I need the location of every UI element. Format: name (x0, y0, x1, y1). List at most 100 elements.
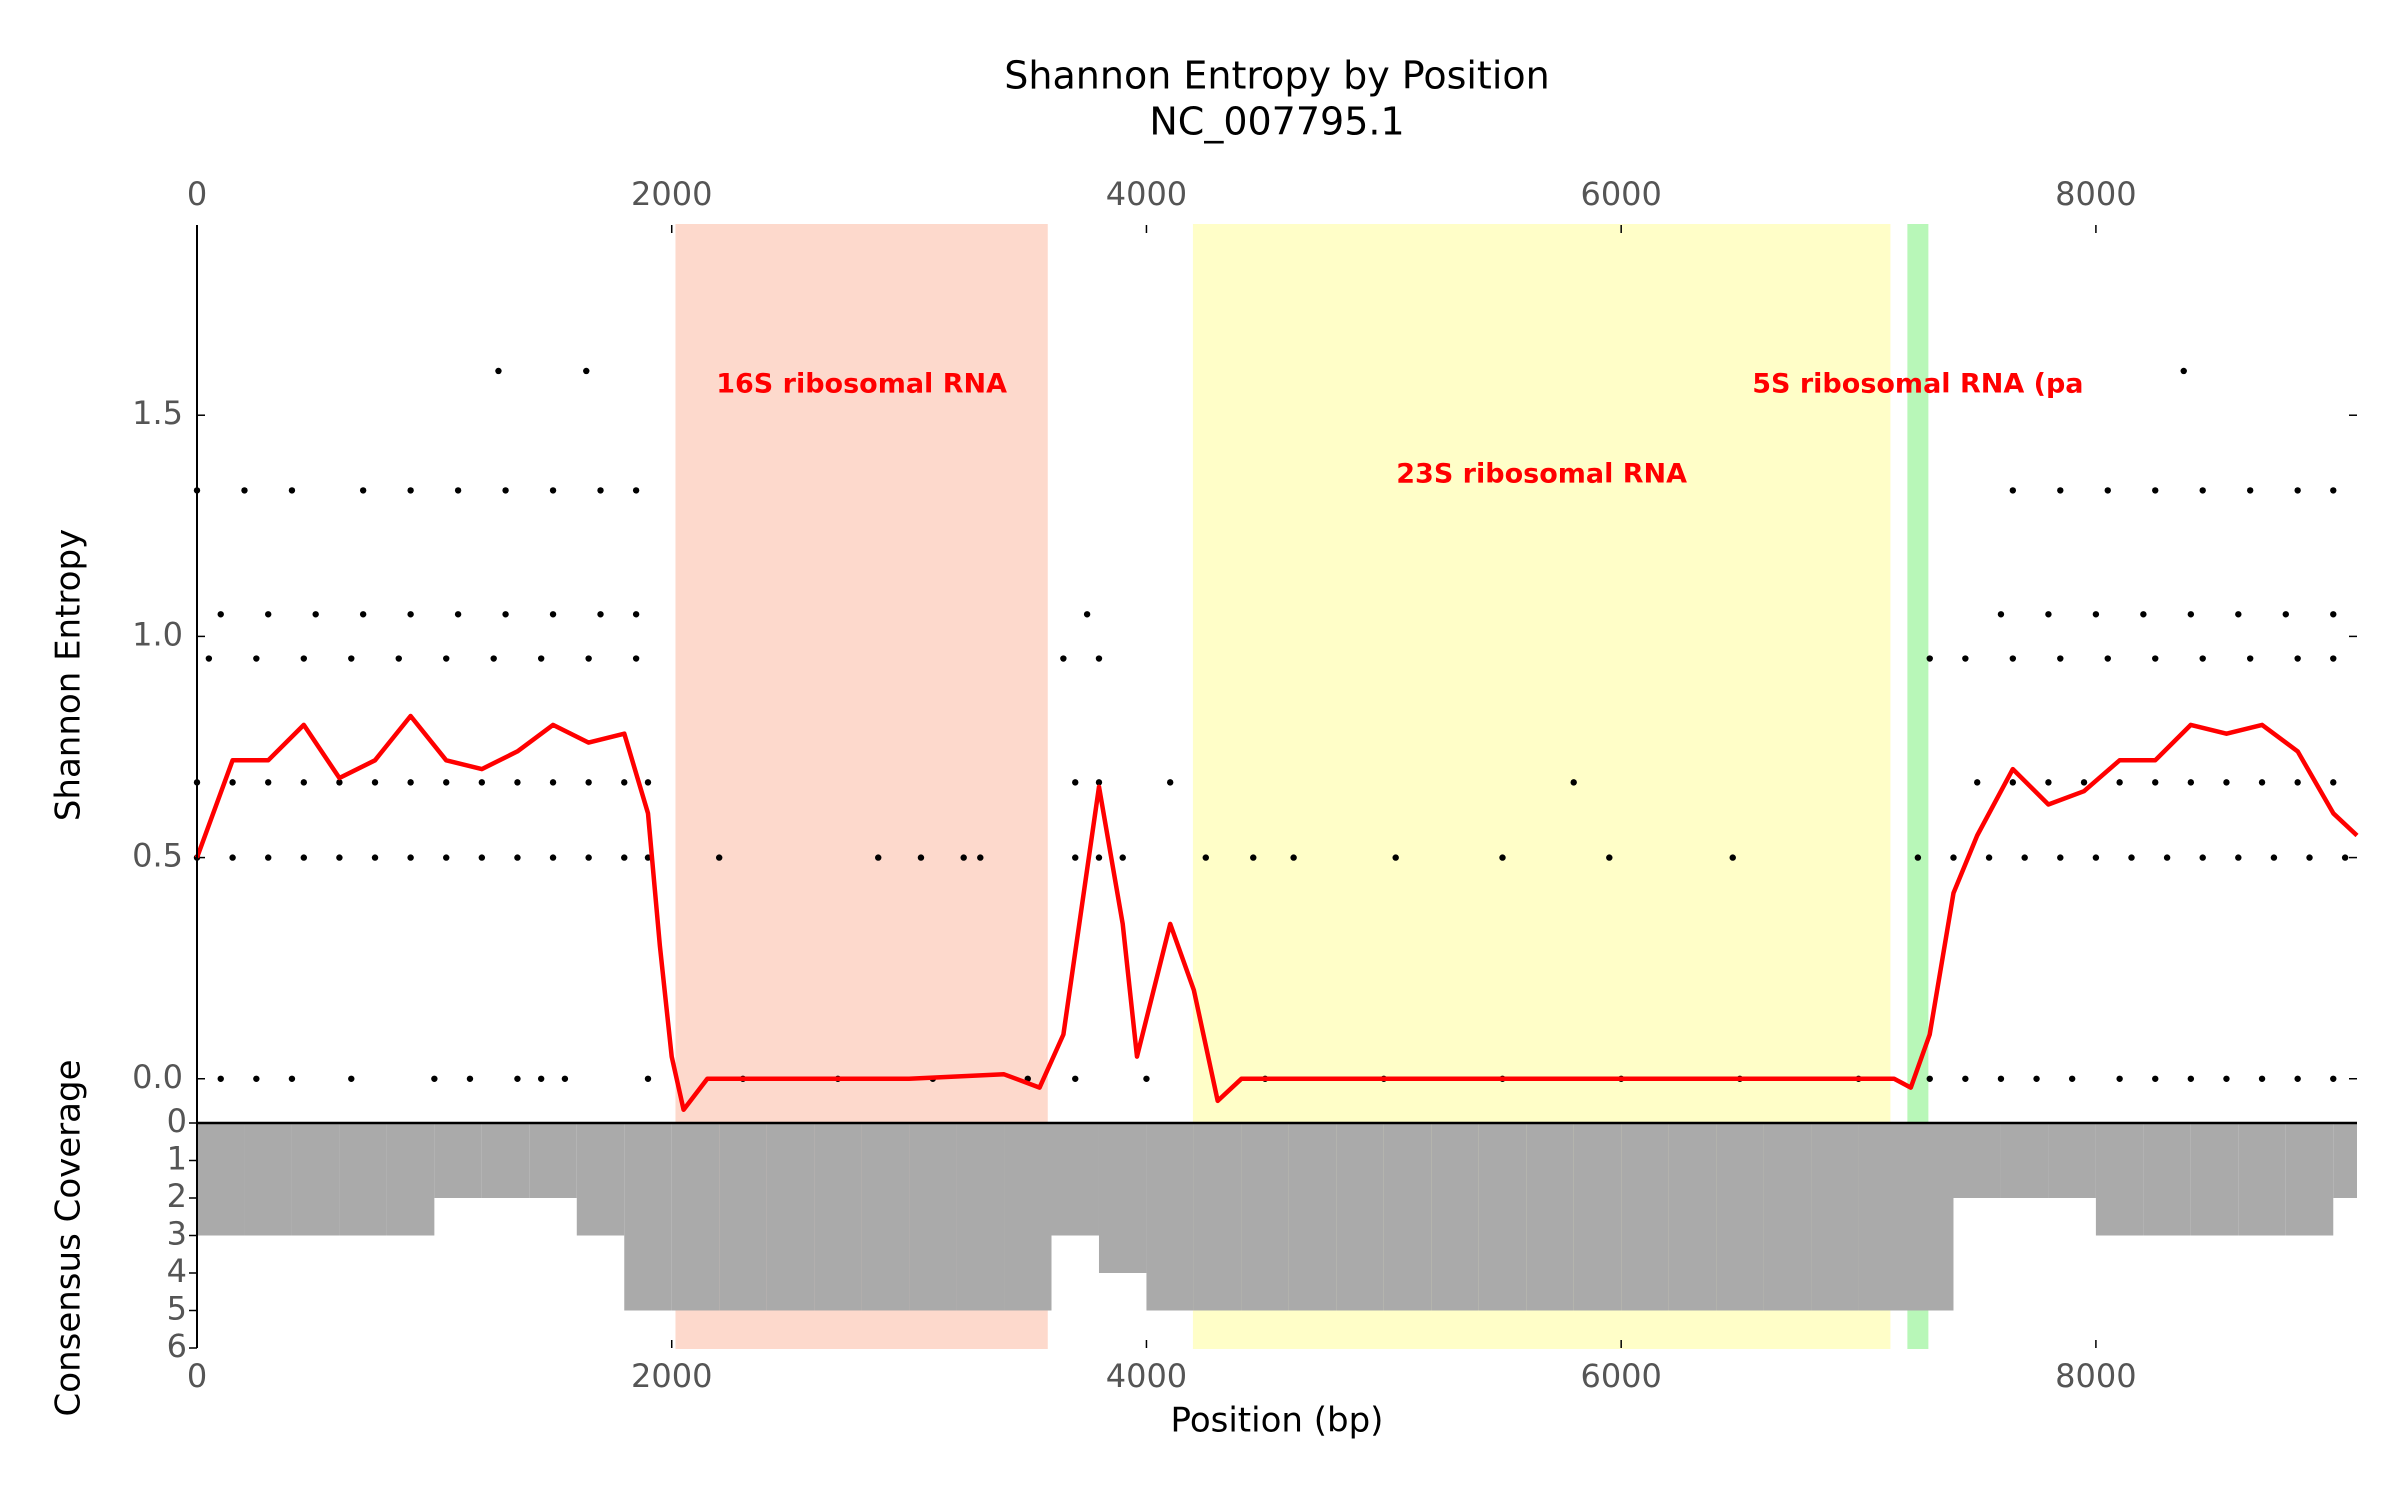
coverage-bar (1811, 1123, 1859, 1311)
coverage-bar (576, 1123, 625, 1236)
point (359, 611, 367, 618)
point (585, 779, 592, 786)
point (348, 655, 355, 662)
point (1166, 779, 1174, 786)
point (597, 487, 604, 494)
point (502, 487, 509, 494)
y-axis-label: Consensus Coverage (49, 1060, 89, 1417)
point (2246, 655, 2254, 662)
coverage-bar (2048, 1123, 2096, 1198)
point (2180, 367, 2187, 375)
coverage-bar (386, 1123, 435, 1236)
point (241, 487, 248, 494)
point (502, 611, 509, 618)
point (1962, 655, 1969, 662)
point (2092, 611, 2100, 618)
point (2235, 611, 2242, 618)
point (2199, 854, 2206, 861)
point (2187, 1075, 2195, 1082)
point (300, 854, 308, 861)
point (407, 854, 414, 861)
coverage-bar (1004, 1123, 1052, 1311)
point (443, 655, 450, 662)
point (549, 611, 557, 618)
point (1926, 1075, 1933, 1082)
point (1095, 779, 1103, 786)
point (431, 1075, 438, 1082)
point (407, 487, 414, 494)
point (2199, 487, 2206, 494)
point (1997, 611, 2005, 618)
x-tick-label: 0 (187, 175, 207, 213)
coverage-bar (2285, 1123, 2334, 1236)
coverage-bar (529, 1123, 577, 1198)
coverage-bar (434, 1123, 482, 1198)
point (537, 655, 545, 662)
y-tick-label: 0 (167, 1102, 187, 1140)
coverage-bar (1383, 1123, 1432, 1311)
point (1095, 655, 1103, 662)
point (1392, 854, 1399, 861)
point (1290, 854, 1297, 861)
point (2057, 854, 2064, 861)
point (2330, 779, 2337, 786)
point (977, 854, 984, 861)
point (632, 611, 640, 618)
point (265, 611, 272, 618)
coverage-bar (624, 1123, 672, 1311)
point (1950, 854, 1957, 861)
point (217, 611, 224, 618)
coverage-bar (291, 1123, 340, 1236)
point (549, 854, 557, 861)
point (1250, 854, 1257, 861)
coverage-bar (1431, 1123, 1479, 1311)
chart-title: Shannon Entropy by Position (1004, 54, 1549, 98)
point (917, 854, 925, 861)
point (2258, 779, 2266, 786)
point (875, 854, 882, 861)
point (514, 779, 521, 786)
coverage-bar (481, 1123, 530, 1198)
point (1143, 1075, 1150, 1082)
coverage-bar (2143, 1123, 2191, 1236)
coverage-bar (2190, 1123, 2239, 1236)
point (715, 854, 723, 861)
point (407, 611, 414, 618)
point (2330, 611, 2337, 618)
point (2009, 655, 2017, 662)
point (1926, 655, 1933, 662)
coverage-bar (1051, 1123, 1099, 1236)
point (2223, 1075, 2230, 1082)
point (549, 779, 557, 786)
point (253, 655, 260, 662)
point (1119, 854, 1126, 861)
point (217, 1075, 224, 1082)
region-label: 23S ribosomal RNA (1396, 459, 1687, 490)
point (454, 611, 462, 618)
point (495, 367, 502, 375)
coverage-bar (1146, 1123, 1194, 1311)
point (2163, 854, 2171, 861)
point (1606, 854, 1613, 861)
x-tick-label: 2000 (631, 1357, 712, 1395)
point (395, 655, 402, 662)
point (1962, 1075, 1969, 1082)
point (2152, 779, 2159, 786)
coverage-bar (1241, 1123, 1289, 1311)
point (2270, 854, 2278, 861)
point (2341, 854, 2349, 861)
point (2116, 779, 2123, 786)
coverage-bar (244, 1123, 292, 1236)
x-tick-label: 4000 (1106, 175, 1187, 213)
point (2068, 1075, 2076, 1082)
point (621, 779, 628, 786)
point (2080, 779, 2088, 786)
point (2104, 487, 2111, 494)
point (2223, 779, 2230, 786)
point (2057, 655, 2064, 662)
coverage-bar (1098, 1123, 1147, 1273)
point (585, 655, 592, 662)
point (2294, 779, 2301, 786)
point (514, 854, 521, 861)
point (2021, 854, 2028, 861)
